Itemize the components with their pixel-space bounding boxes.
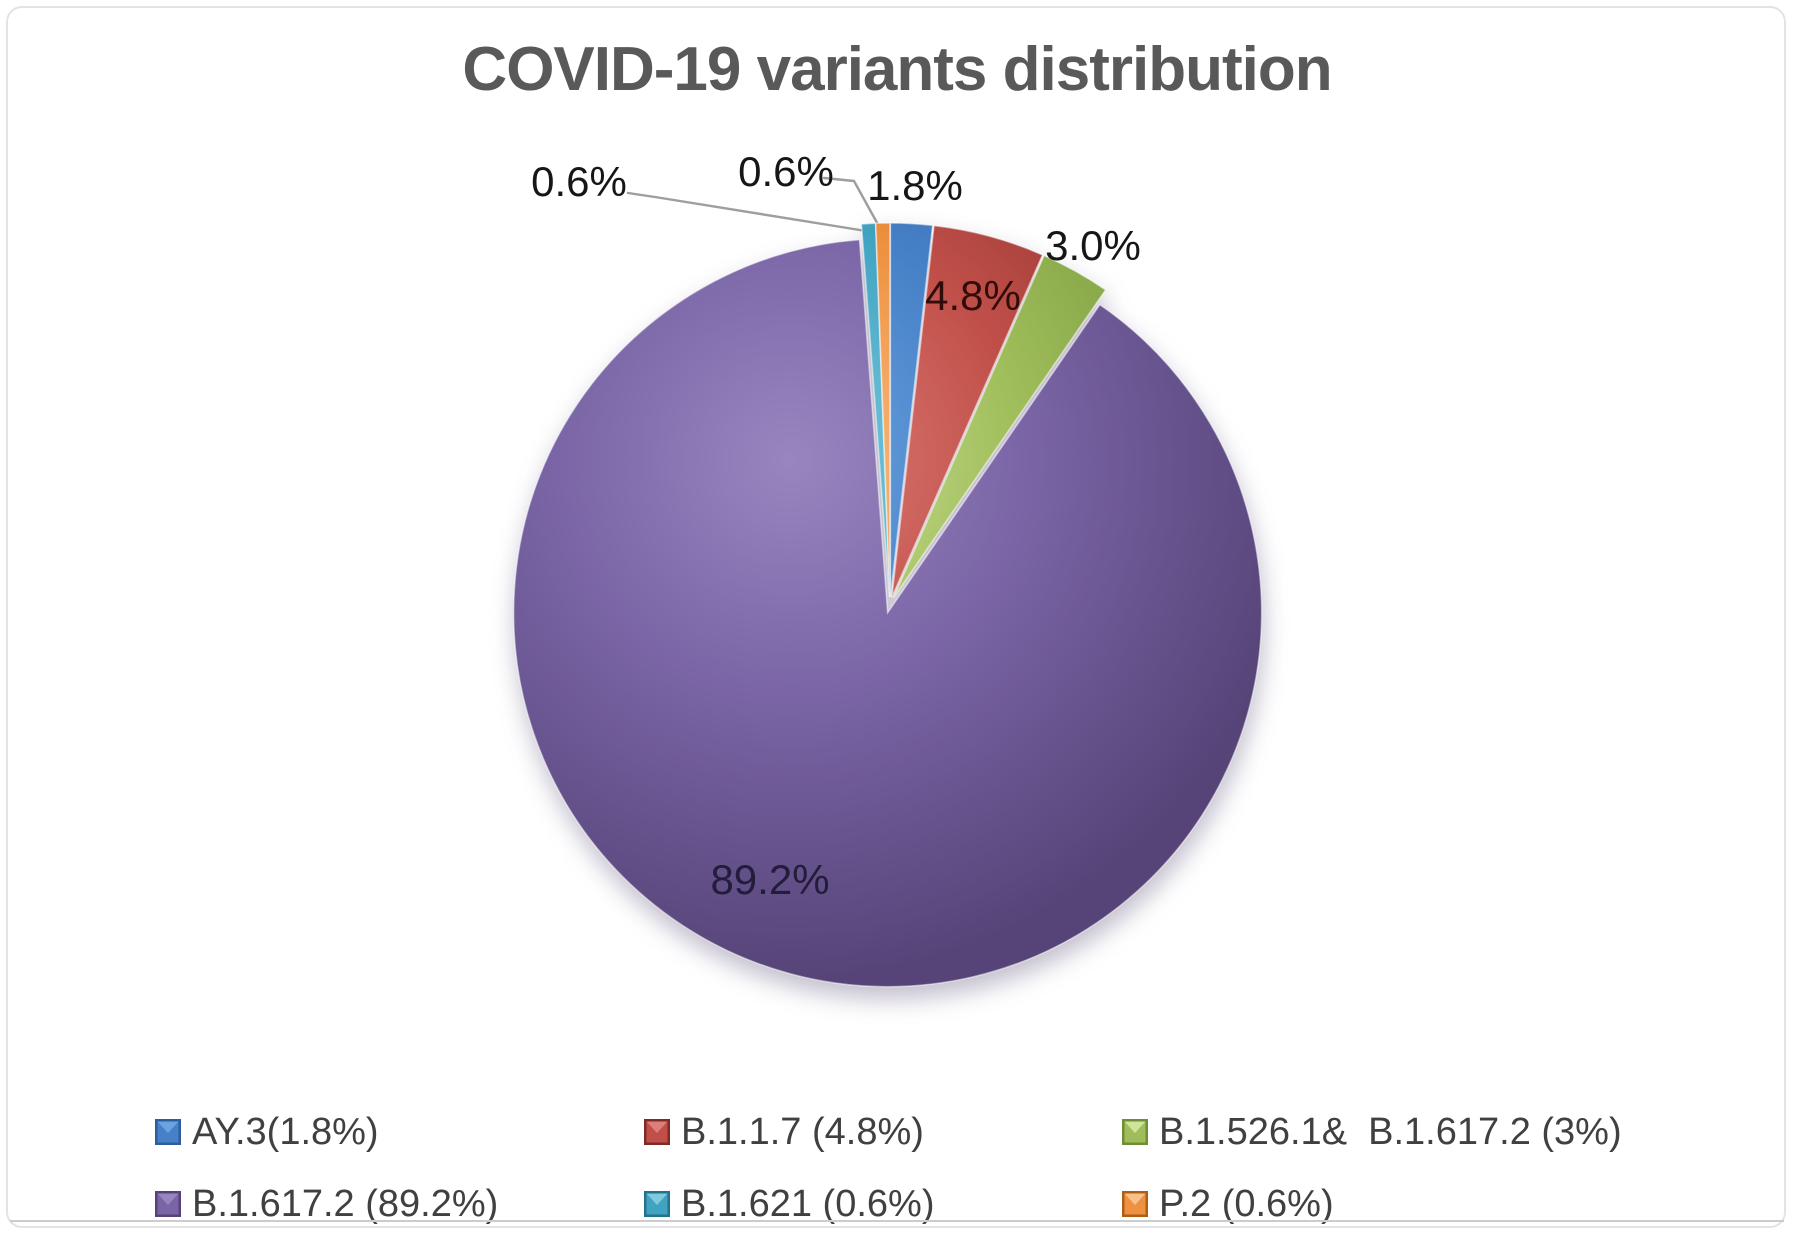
legend-item-b117: B.1.1.7 (4.8%): [644, 1111, 924, 1153]
legend-marker-icon: [1122, 1191, 1148, 1217]
legend-item-b1621: B.1.621 (0.6%): [644, 1183, 934, 1225]
legend-label: B.1.621 (0.6%): [681, 1182, 935, 1225]
data-label: 89.2%: [710, 856, 830, 903]
legend-item-ay3: AY.3(1.8%): [155, 1111, 379, 1153]
legend-label: B.1.617.2 (89.2%): [192, 1182, 499, 1225]
data-label: 4.8%: [925, 272, 1021, 319]
legend-marker-icon: [1122, 1119, 1148, 1145]
legend-label: B.1.526.1& B.1.617.2 (3%): [1159, 1110, 1622, 1153]
legend-label: AY.3(1.8%): [192, 1110, 379, 1153]
pie-slice-B.1.526.1-B.1.617.2: [892, 254, 1107, 599]
data-label: 1.8%: [867, 162, 963, 209]
label-leader-line: [626, 191, 868, 233]
label-leader-line: [822, 176, 883, 232]
data-label: 0.6%: [738, 148, 834, 195]
pie-slice-B.1.1.7: [891, 224, 1044, 598]
legend-label: B.1.1.7 (4.8%): [681, 1110, 924, 1153]
pie-slices: [512, 222, 1263, 988]
pie-slice-P.2: [874, 222, 891, 598]
bottom-divider: [10, 1220, 1784, 1222]
legend-label: P.2 (0.6%): [1159, 1182, 1334, 1225]
legend-item-b16172: B.1.617.2 (89.2%): [155, 1183, 498, 1225]
legend-item-p2: P.2 (0.6%): [1122, 1183, 1334, 1225]
legend-marker-icon: [644, 1119, 670, 1145]
chart-title: COVID-19 variants distribution: [462, 35, 1332, 104]
pie-slice-B.1.617.2: [512, 238, 1263, 988]
data-label: 0.6%: [531, 158, 627, 205]
legend-marker-icon: [644, 1191, 670, 1217]
data-label: 3.0%: [1045, 222, 1141, 269]
legend-marker-icon: [155, 1119, 181, 1145]
legend-item-b15261-b16172: B.1.526.1& B.1.617.2 (3%): [1122, 1111, 1622, 1153]
legend-marker-icon: [155, 1191, 181, 1217]
